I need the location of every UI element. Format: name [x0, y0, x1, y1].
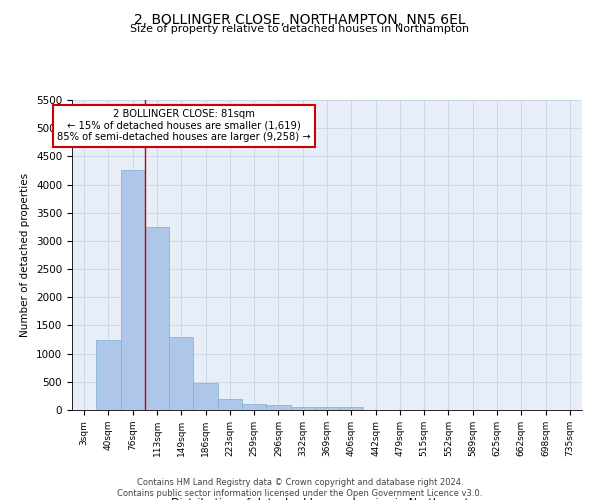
Bar	[242, 404, 266, 410]
Bar	[169, 336, 193, 410]
Y-axis label: Number of detached properties: Number of detached properties	[20, 173, 31, 337]
Text: 2 BOLLINGER CLOSE: 81sqm
← 15% of detached houses are smaller (1,619)
85% of sem: 2 BOLLINGER CLOSE: 81sqm ← 15% of detach…	[58, 110, 311, 142]
Text: Size of property relative to detached houses in Northampton: Size of property relative to detached ho…	[130, 24, 470, 34]
Bar	[290, 407, 315, 410]
Bar	[315, 407, 339, 410]
Text: 2, BOLLINGER CLOSE, NORTHAMPTON, NN5 6EL: 2, BOLLINGER CLOSE, NORTHAMPTON, NN5 6EL	[134, 12, 466, 26]
Bar	[218, 398, 242, 410]
Bar	[145, 227, 169, 410]
Bar	[193, 383, 218, 410]
Bar	[96, 340, 121, 410]
X-axis label: Distribution of detached houses by size in Northampton: Distribution of detached houses by size …	[171, 498, 483, 500]
Bar	[121, 170, 145, 410]
Bar	[266, 406, 290, 410]
Bar	[339, 407, 364, 410]
Text: Contains HM Land Registry data © Crown copyright and database right 2024.
Contai: Contains HM Land Registry data © Crown c…	[118, 478, 482, 498]
